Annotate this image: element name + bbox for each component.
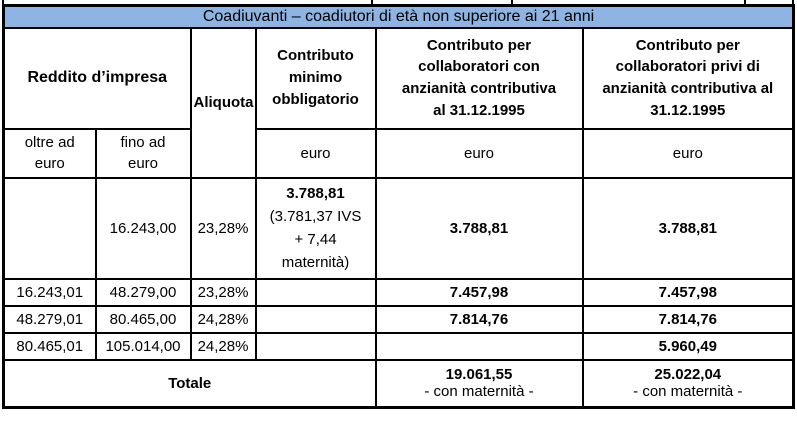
border-stub — [511, 0, 513, 4]
coadiuvanti-table: Coadiuvanti – coadiutori di età non supe… — [2, 4, 796, 409]
subheader-euro-minimo: euro — [254, 127, 377, 179]
cell-contributo-minimo: 3.788,81 (3.781,37 IVS + 7,44 maternità) — [254, 176, 377, 280]
border-stub — [2, 0, 4, 4]
cell-fino: 48.279,00 — [94, 277, 192, 307]
cell-contributo-con: 3.788,81 — [374, 176, 584, 280]
total-label: Totale — [2, 358, 377, 409]
subheader-euro-con: euro — [374, 127, 584, 179]
cell-contributo-privi: 7.814,76 — [581, 304, 795, 334]
total-privi-cell: 25.022,04 - con maternità - — [581, 358, 795, 409]
cell-oltre — [2, 176, 97, 280]
subheader-euro-privi: euro — [581, 127, 795, 179]
table-title: Coadiuvanti – coadiutori di età non supe… — [2, 4, 795, 29]
header-contributo-con-anzianita: Contributo per collaboratori con anziani… — [374, 26, 584, 130]
cell-oltre: 80.465,01 — [2, 331, 97, 361]
cell-fino: 80.465,00 — [94, 304, 192, 334]
cell-contributo-minimo — [254, 331, 377, 361]
cell-aliquota: 24,28% — [189, 304, 257, 334]
table-row: 16.243,01 48.279,00 23,28% 7.457,98 7.45… — [2, 277, 795, 307]
cell-contributo-con: 7.814,76 — [374, 304, 584, 334]
cell-aliquota: 24,28% — [189, 331, 257, 361]
cell-contributo-minimo — [254, 304, 377, 334]
cell-fino: 16.243,00 — [94, 176, 192, 280]
total-row: Totale 19.061,55 - con maternità - 25.02… — [2, 358, 795, 409]
minimo-value: 3.788,81 — [286, 184, 345, 202]
cell-aliquota: 23,28% — [189, 277, 257, 307]
cell-contributo-privi: 3.788,81 — [581, 176, 795, 280]
cell-contributo-con: 7.457,98 — [374, 277, 584, 307]
cropped-row-fragment — [0, 0, 797, 4]
border-stub — [371, 0, 373, 4]
border-stub — [744, 0, 746, 4]
subheader-fino-ad-euro: fino ad euro — [94, 127, 192, 179]
header-aliquota: Aliquota — [189, 26, 257, 179]
header-contributo-minimo: Contributo minimo obbligatorio — [254, 26, 377, 130]
subheader-row: oltre ad euro fino ad euro euro euro eur… — [2, 127, 795, 179]
title-row: Coadiuvanti – coadiutori di età non supe… — [2, 4, 795, 29]
cell-contributo-con — [374, 331, 584, 361]
table-row: 16.243,00 23,28% 3.788,81 (3.781,37 IVS … — [2, 176, 795, 280]
cell-oltre: 48.279,01 — [2, 304, 97, 334]
table-row: 80.465,01 105.014,00 24,28% 5.960,49 — [2, 331, 795, 361]
header-row: Reddito d’impresa Aliquota Contributo mi… — [2, 26, 795, 179]
cell-contributo-privi: 7.457,98 — [581, 277, 795, 307]
total-privi-value: 25.022,04 — [654, 366, 722, 384]
table-row: 48.279,01 80.465,00 24,28% 7.814,76 7.81… — [2, 304, 795, 334]
cell-aliquota: 23,28% — [189, 176, 257, 280]
header-reddito-impresa: Reddito d’impresa — [2, 26, 192, 130]
border-stub — [792, 0, 794, 4]
total-con-cell: 19.061,55 - con maternità - — [374, 358, 584, 409]
cell-oltre: 16.243,01 — [2, 277, 97, 307]
header-contributo-privi-anzianita: Contributo per collaboratori privi di an… — [581, 26, 795, 130]
total-con-note: - con maternità - — [424, 383, 534, 401]
cell-contributo-privi: 5.960,49 — [581, 331, 795, 361]
subheader-oltre-ad-euro: oltre ad euro — [2, 127, 97, 179]
cell-contributo-minimo — [254, 277, 377, 307]
total-privi-note: - con maternità - — [633, 383, 743, 401]
cell-fino: 105.014,00 — [94, 331, 192, 361]
total-con-value: 19.061,55 — [445, 366, 513, 384]
minimo-note: (3.781,37 IVS + 7,44 maternità) — [269, 207, 362, 272]
